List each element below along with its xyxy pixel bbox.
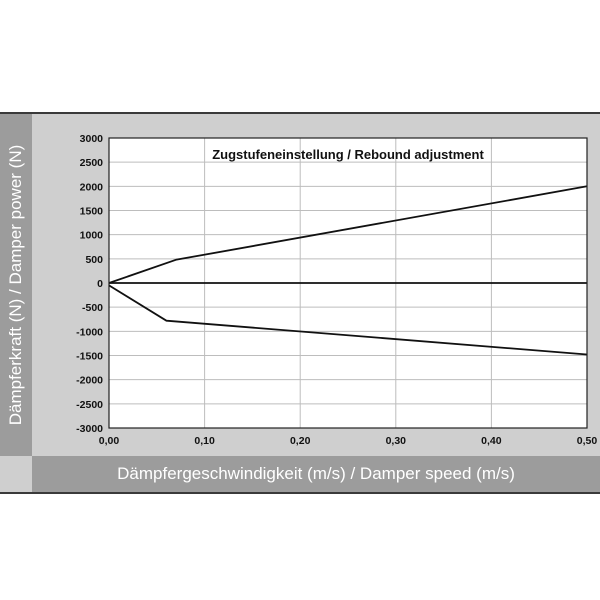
y-ticks: 3000 2500 2000 1500 1000 500 0 -500 -1000 -1500 -2…	[76, 133, 103, 435]
chart-svg: 3000 2500 2000 1500 1000 500 0 -500 -1000 -1500 -2…	[76, 133, 598, 447]
x-tick-label: 0,00	[99, 435, 120, 447]
x-tick-label: 0,10	[194, 435, 215, 447]
x-axis-label: Dämpfergeschwindigkeit (m/s) / Damper sp…	[117, 464, 515, 483]
y-tick-label: 1000	[80, 230, 104, 242]
series-line-2	[108, 284, 588, 356]
series-group	[108, 185, 588, 356]
x-axis-label-band: Dämpfergeschwindigkeit (m/s) / Damper sp…	[32, 456, 600, 492]
x-tick-label: 0,20	[290, 435, 311, 447]
y-tick-label: 3000	[80, 133, 104, 145]
y-axis-label-band: Dämpferkraft (N) / Damper power (N)	[0, 114, 32, 456]
x-tick-label: 0,30	[386, 435, 407, 447]
series-line-1	[108, 185, 588, 284]
chart-title: Zugstufeneinstellung / Rebound adjustmen…	[212, 147, 484, 162]
y-axis-label: Dämpferkraft (N) / Damper power (N)	[6, 144, 25, 426]
y-tick-label: -3000	[76, 423, 103, 435]
y-tick-label: -2500	[76, 399, 103, 411]
y-tick-label: -1500	[76, 351, 103, 363]
x-ticks: 0,00 0,10 0,20 0,30 0,40 0,50	[99, 435, 598, 447]
y-tick-label: -2000	[76, 375, 103, 387]
y-tick-label: 2500	[80, 157, 104, 169]
y-tick-label: 2000	[80, 181, 104, 193]
chart-figure: Dämpferkraft (N) / Damper power (N) Dämp…	[0, 112, 600, 494]
y-tick-label: 500	[85, 254, 103, 266]
y-tick-label: 1500	[80, 206, 104, 218]
x-tick-label: 0,50	[577, 435, 598, 447]
y-tick-label: 0	[97, 278, 103, 290]
x-tick-label: 0,40	[481, 435, 502, 447]
y-tick-label: -500	[82, 302, 103, 314]
y-tick-label: -1000	[76, 326, 103, 338]
plot-border	[108, 137, 588, 429]
